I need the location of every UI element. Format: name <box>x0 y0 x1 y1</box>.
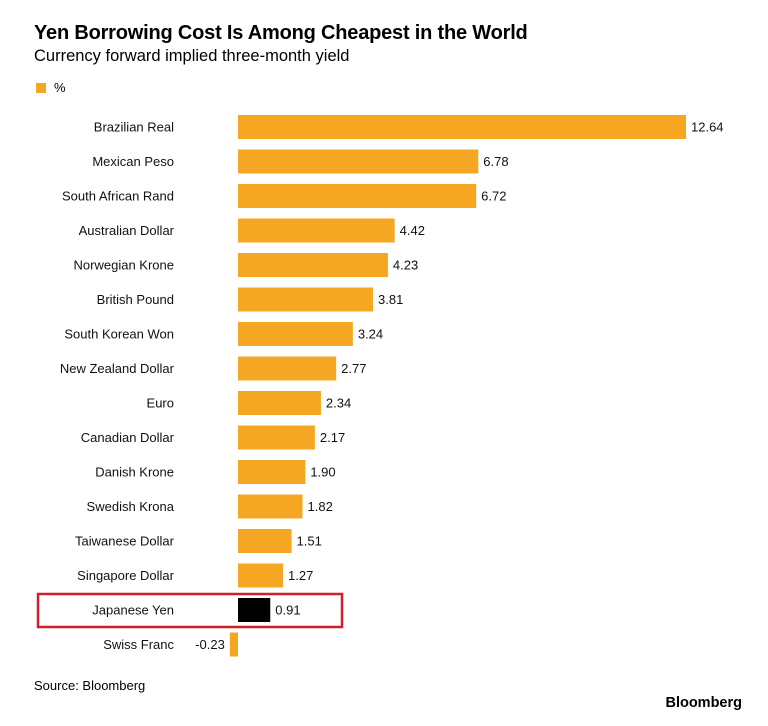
category-label: Brazilian Real <box>94 120 174 135</box>
category-label: South Korean Won <box>64 327 174 342</box>
value-label: 1.27 <box>288 568 313 583</box>
value-label: 6.78 <box>483 154 508 169</box>
category-label: Japanese Yen <box>92 603 174 618</box>
legend: % <box>36 80 66 95</box>
bar <box>238 253 388 277</box>
category-label: Swiss Franc <box>103 637 174 652</box>
category-label: Mexican Peso <box>92 154 174 169</box>
value-label: 3.81 <box>378 292 403 307</box>
category-label: Taiwanese Dollar <box>75 534 175 549</box>
bar <box>238 218 395 243</box>
bar <box>238 598 271 622</box>
legend-swatch <box>36 82 46 93</box>
category-label: Euro <box>147 396 174 411</box>
value-label: 2.17 <box>320 430 345 445</box>
category-label: Singapore Dollar <box>77 568 175 583</box>
value-label: 1.82 <box>308 499 333 514</box>
chart-subtitle: Currency forward implied three-month yie… <box>34 47 350 65</box>
value-label: 1.51 <box>297 534 322 549</box>
value-label: 4.42 <box>400 223 425 238</box>
bar <box>238 356 337 381</box>
category-label: British Pound <box>97 292 174 307</box>
chart-title: Yen Borrowing Cost Is Among Cheapest in … <box>34 22 528 44</box>
bar <box>229 632 238 657</box>
category-label: Danish Krone <box>95 465 174 480</box>
value-label: 2.34 <box>326 396 351 411</box>
brand-logo: Bloomberg <box>665 695 742 711</box>
value-label: 4.23 <box>393 258 418 273</box>
legend-label: % <box>54 80 66 95</box>
source-note: Source: Bloomberg <box>34 678 146 693</box>
value-label: 6.72 <box>481 189 506 204</box>
bar <box>238 322 353 346</box>
bar <box>238 460 306 484</box>
bar <box>238 115 686 139</box>
bar <box>238 149 479 174</box>
category-label: South African Rand <box>62 189 174 204</box>
category-label: Swedish Krona <box>87 499 175 514</box>
category-label: New Zealand Dollar <box>60 361 175 376</box>
value-label: 2.77 <box>341 361 366 376</box>
bar <box>238 425 315 450</box>
value-label: 1.90 <box>310 465 335 480</box>
category-label: Canadian Dollar <box>81 430 175 445</box>
bar <box>238 391 321 415</box>
value-label: 3.24 <box>358 327 383 342</box>
highlight-box <box>36 592 344 629</box>
value-label: -0.23 <box>195 637 225 652</box>
category-label: Norwegian Krone <box>74 258 174 273</box>
bar <box>238 494 303 519</box>
bar <box>238 563 284 588</box>
bar <box>238 287 374 312</box>
bar <box>238 529 292 553</box>
value-label: 12.64 <box>691 120 724 135</box>
category-label: Australian Dollar <box>79 223 175 238</box>
bar <box>238 184 477 208</box>
value-label: 0.91 <box>275 603 300 618</box>
